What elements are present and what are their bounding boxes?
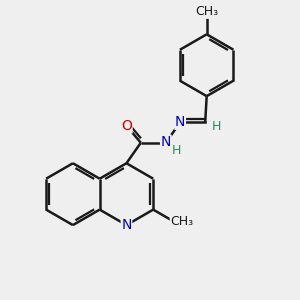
Text: H: H <box>212 120 221 133</box>
Text: O: O <box>121 119 132 133</box>
Text: N: N <box>160 135 171 149</box>
Text: N: N <box>121 218 132 232</box>
Text: N: N <box>175 115 185 129</box>
Text: CH₃: CH₃ <box>170 215 194 228</box>
Text: CH₃: CH₃ <box>195 5 218 18</box>
Text: H: H <box>171 144 181 157</box>
